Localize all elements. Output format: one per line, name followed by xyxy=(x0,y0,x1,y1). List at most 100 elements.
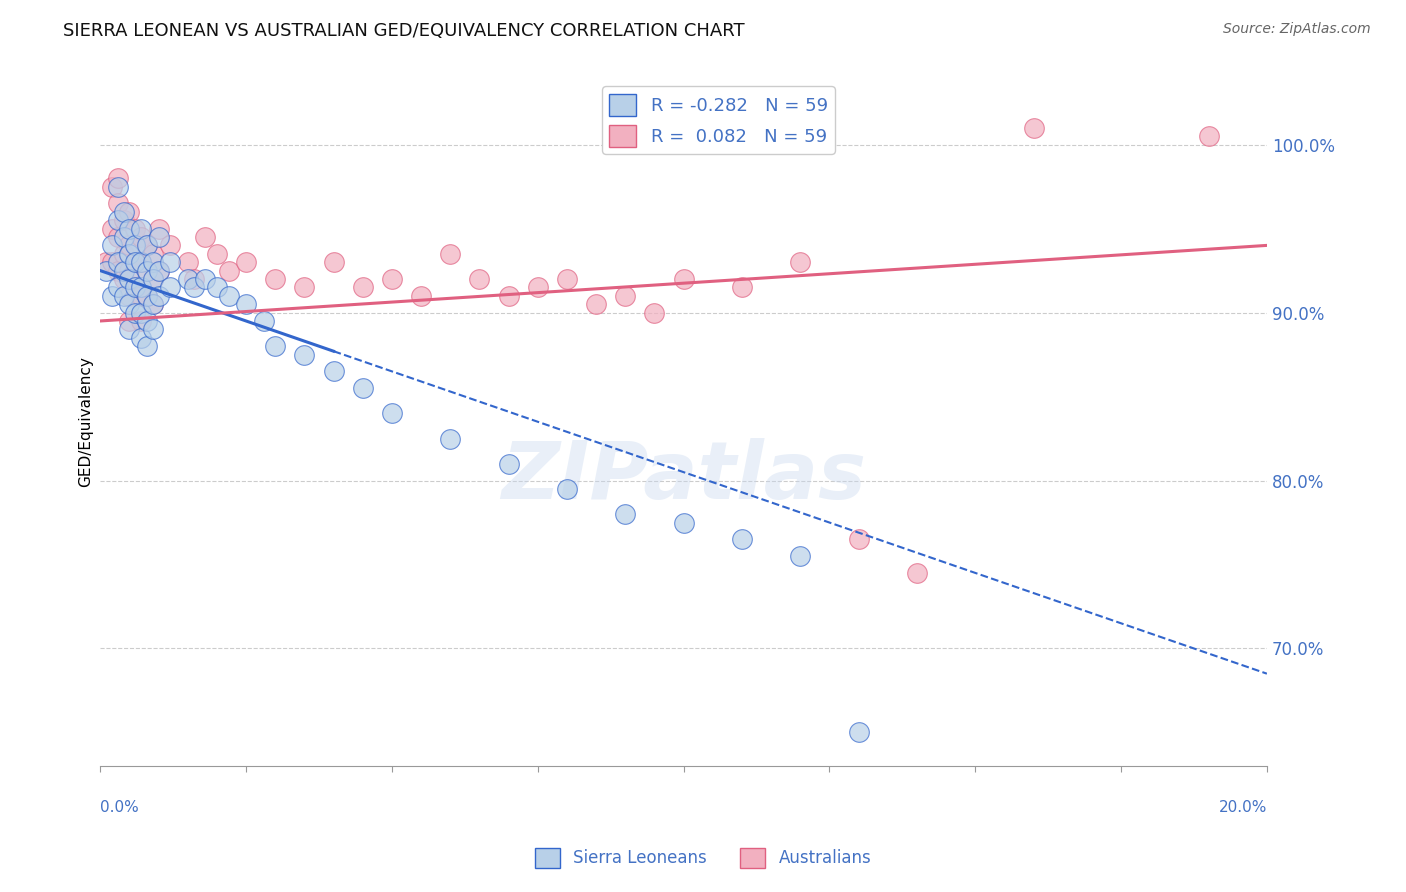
Point xyxy=(129,221,152,235)
Point xyxy=(672,272,695,286)
Point xyxy=(643,305,665,319)
Point xyxy=(124,280,146,294)
Point xyxy=(148,263,170,277)
Point xyxy=(94,255,117,269)
Point xyxy=(118,204,141,219)
Point xyxy=(142,272,165,286)
Point xyxy=(94,263,117,277)
Point xyxy=(148,221,170,235)
Point xyxy=(101,221,124,235)
Point xyxy=(439,247,461,261)
Point xyxy=(439,432,461,446)
Point xyxy=(498,457,520,471)
Point xyxy=(905,566,928,580)
Point xyxy=(129,289,152,303)
Point xyxy=(135,289,157,303)
Point xyxy=(142,272,165,286)
Point xyxy=(159,238,181,252)
Text: 0.0%: 0.0% xyxy=(100,799,139,814)
Point xyxy=(129,255,152,269)
Point xyxy=(135,289,157,303)
Point xyxy=(468,272,491,286)
Text: Source: ZipAtlas.com: Source: ZipAtlas.com xyxy=(1223,22,1371,37)
Point xyxy=(381,272,404,286)
Point xyxy=(101,255,124,269)
Point xyxy=(112,204,135,219)
Point xyxy=(848,533,870,547)
Point xyxy=(124,305,146,319)
Point xyxy=(194,272,217,286)
Point xyxy=(381,406,404,420)
Legend: Sierra Leoneans, Australians: Sierra Leoneans, Australians xyxy=(529,841,877,875)
Point xyxy=(118,238,141,252)
Point xyxy=(107,179,129,194)
Point xyxy=(148,289,170,303)
Point xyxy=(1198,129,1220,144)
Point xyxy=(252,314,274,328)
Point xyxy=(142,322,165,336)
Point xyxy=(142,247,165,261)
Point xyxy=(142,297,165,311)
Point xyxy=(142,255,165,269)
Point xyxy=(118,322,141,336)
Point xyxy=(112,230,135,244)
Point xyxy=(118,221,141,235)
Point xyxy=(112,289,135,303)
Point xyxy=(107,255,129,269)
Point xyxy=(205,247,228,261)
Point xyxy=(789,549,811,563)
Point xyxy=(118,263,141,277)
Point xyxy=(194,230,217,244)
Point xyxy=(135,314,157,328)
Point xyxy=(135,263,157,277)
Point xyxy=(101,289,124,303)
Point xyxy=(731,280,754,294)
Point xyxy=(159,255,181,269)
Point xyxy=(672,516,695,530)
Point xyxy=(129,314,152,328)
Point xyxy=(129,230,152,244)
Point xyxy=(107,263,129,277)
Point xyxy=(789,255,811,269)
Point xyxy=(142,297,165,311)
Point xyxy=(129,305,152,319)
Point xyxy=(129,280,152,294)
Point xyxy=(264,272,287,286)
Point xyxy=(614,289,637,303)
Point xyxy=(526,280,548,294)
Point xyxy=(112,213,135,227)
Point xyxy=(555,482,578,496)
Point xyxy=(183,280,205,294)
Point xyxy=(135,263,157,277)
Point xyxy=(848,725,870,739)
Text: ZIPatlas: ZIPatlas xyxy=(501,438,866,516)
Point xyxy=(135,339,157,353)
Point xyxy=(218,263,240,277)
Point xyxy=(112,247,135,261)
Point xyxy=(292,347,315,361)
Point xyxy=(112,263,135,277)
Point xyxy=(107,171,129,186)
Point xyxy=(148,263,170,277)
Point xyxy=(555,272,578,286)
Point xyxy=(498,289,520,303)
Point xyxy=(124,238,146,252)
Legend: R = -0.282   N = 59, R =  0.082   N = 59: R = -0.282 N = 59, R = 0.082 N = 59 xyxy=(602,87,835,154)
Point xyxy=(585,297,607,311)
Text: 20.0%: 20.0% xyxy=(1219,799,1267,814)
Point xyxy=(107,213,129,227)
Point xyxy=(135,238,157,252)
Point xyxy=(177,255,200,269)
Point xyxy=(101,179,124,194)
Point xyxy=(129,331,152,345)
Point xyxy=(264,339,287,353)
Point xyxy=(112,272,135,286)
Point xyxy=(292,280,315,294)
Point xyxy=(183,272,205,286)
Point xyxy=(107,230,129,244)
Point xyxy=(218,289,240,303)
Point xyxy=(322,364,344,378)
Point xyxy=(101,238,124,252)
Point xyxy=(409,289,432,303)
Point xyxy=(352,381,374,395)
